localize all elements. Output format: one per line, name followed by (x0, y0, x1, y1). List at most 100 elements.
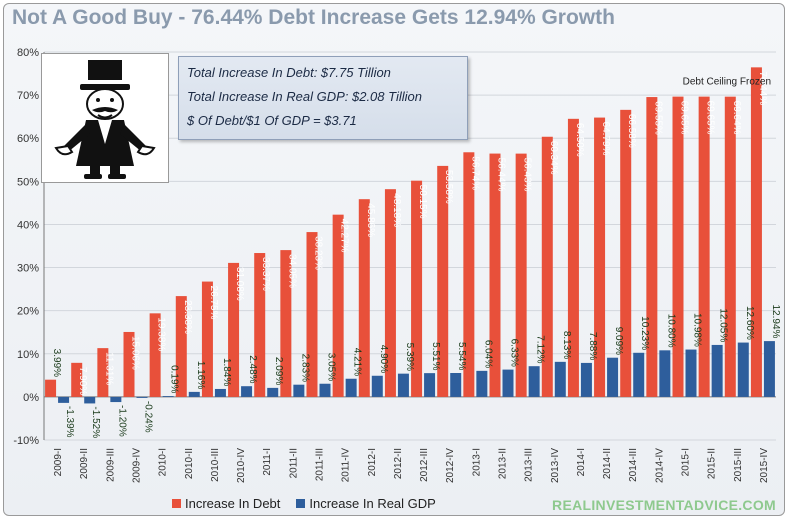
legend-label-gdp: Increase In Real GDP (309, 496, 436, 511)
gdp-data-label: -1.20% (116, 405, 127, 437)
gdp-bar (241, 386, 253, 397)
gdp-data-label: 9.09% (613, 327, 624, 355)
debt-bar (437, 165, 449, 397)
debt-data-label: 33.37% (260, 257, 271, 291)
gdp-data-label: 2.48% (247, 355, 258, 383)
debt-bar (45, 379, 57, 397)
x-tick-label: 2012-III (419, 448, 430, 482)
gdp-bar (580, 362, 592, 397)
debt-data-label: 45.86% (365, 203, 376, 237)
debt-data-label: 38.23% (313, 236, 324, 270)
y-tick-label: 40% (17, 219, 39, 231)
debt-data-label: 66.58% (626, 114, 637, 148)
debt-bar (332, 214, 344, 397)
x-tick-label: 2014-I (576, 448, 587, 476)
y-tick-label: 10% (17, 349, 39, 361)
debt-bar (541, 136, 553, 397)
debt-data-label: 3.99% (51, 349, 62, 377)
gdp-data-label: -1.52% (90, 406, 101, 438)
debt-data-label: 69.65% (679, 101, 690, 135)
gdp-bar (528, 366, 540, 397)
debt-bar (149, 313, 161, 397)
debt-data-label: 64.79% (600, 122, 611, 156)
gdp-data-label: 3.05% (326, 353, 337, 381)
debt-data-label: 60.34% (548, 141, 559, 175)
y-tick-label: 60% (17, 133, 39, 145)
debt-bar (175, 296, 187, 397)
legend-swatch-debt (172, 499, 181, 508)
gdp-bar (397, 373, 409, 397)
x-tick-label: 2010-III (210, 448, 221, 482)
debt-bar (254, 253, 266, 397)
debt-data-label: 19.38% (156, 317, 167, 351)
debt-bar (123, 331, 135, 397)
gdp-data-label: 5.51% (430, 342, 441, 370)
debt-bar (698, 96, 710, 397)
gdp-data-label: -0.24% (143, 401, 154, 433)
debt-bar (358, 199, 370, 397)
total-gdp-increase: Total Increase In Real GDP: $2.08 Tillio… (187, 89, 422, 104)
x-tick-label: 2012-IV (445, 448, 456, 483)
debt-bar (280, 250, 292, 397)
gdp-bar (476, 370, 488, 397)
debt-bar (228, 262, 240, 397)
gdp-bar (110, 396, 122, 403)
x-tick-label: 2011-I (262, 448, 273, 476)
x-tick-label: 2011-IV (341, 448, 352, 483)
x-tick-label: 2013-I (471, 448, 482, 476)
chart-title: Not A Good Buy - 76.44% Debt Increase Ge… (12, 6, 615, 29)
gdp-data-label: 6.33% (509, 339, 520, 367)
debt-ceiling-annotation: Debt Ceiling Frozen (683, 76, 771, 87)
gdp-bar (659, 350, 671, 397)
legend-item-debt: Increase In Debt (172, 496, 280, 511)
gdp-bar (188, 391, 200, 397)
debt-bar (724, 96, 736, 397)
debt-bar (620, 109, 632, 397)
legend-swatch-gdp (296, 499, 306, 508)
x-tick-label: 2010-IV (236, 448, 247, 483)
debt-bar (594, 117, 606, 397)
debt-data-label: 69.64% (731, 101, 742, 135)
x-tick-label: 2010-I (158, 448, 169, 476)
debt-per-gdp-ratio: $ Of Debt/$1 Of GDP = $3.71 (187, 113, 357, 128)
gdp-bar (685, 349, 697, 397)
gdp-data-label: 8.13% (561, 331, 572, 359)
debt-data-label: 56.43% (522, 158, 533, 192)
gdp-bar (345, 378, 357, 397)
gdp-bar (58, 396, 70, 403)
debt-bar (71, 362, 83, 397)
gdp-bar (293, 384, 305, 397)
gdp-data-label: 12.60% (744, 306, 755, 340)
legend-label-debt: Increase In Debt (185, 496, 281, 511)
debt-bar (306, 232, 318, 397)
gdp-bar (424, 373, 436, 397)
gdp-data-label: 10.23% (639, 316, 650, 350)
debt-data-label: 34.05% (286, 254, 297, 288)
debt-bar (672, 96, 684, 397)
x-tick-label: 2009-IV (132, 448, 143, 483)
gdp-data-label: 10.80% (665, 314, 676, 348)
debt-bar (201, 281, 213, 397)
gdp-data-label: 10.98% (692, 313, 703, 347)
summary-box: Total Increase In Debt: $7.75 Tillion To… (178, 56, 468, 140)
gdp-bar (502, 369, 514, 397)
debt-data-label: 76.44% (757, 71, 768, 105)
x-tick-label: 2015-III (733, 448, 744, 482)
gdp-bar (633, 352, 645, 397)
x-tick-label: 2009-I (53, 448, 64, 476)
x-tick-label: 2011-II (288, 448, 299, 478)
x-tick-label: 2012-I (367, 448, 378, 476)
debt-bar (463, 152, 475, 397)
gdp-data-label: 12.05% (718, 308, 729, 342)
debt-data-label: 48.18% (391, 193, 402, 227)
x-tick-label: 2011-III (315, 448, 326, 481)
gdp-data-label: 1.16% (195, 361, 206, 389)
y-tick-label: 80% (17, 47, 39, 59)
gdp-data-label: 7.88% (587, 332, 598, 360)
debt-bar (489, 153, 501, 397)
x-tick-label: 2013-III (524, 448, 535, 482)
gdp-data-label: 0.19% (169, 365, 180, 393)
gdp-bar (136, 396, 148, 398)
gdp-data-label: 12.94% (770, 305, 781, 339)
x-tick-label: 2015-IV (759, 448, 770, 483)
